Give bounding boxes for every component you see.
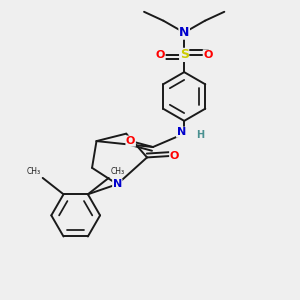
Text: N: N xyxy=(179,26,189,39)
Text: O: O xyxy=(170,151,179,161)
Text: O: O xyxy=(203,50,213,60)
Text: H: H xyxy=(196,130,204,140)
Text: O: O xyxy=(156,50,165,60)
Text: N: N xyxy=(113,179,122,189)
Text: CH₃: CH₃ xyxy=(27,167,41,176)
Text: N: N xyxy=(177,127,186,137)
Text: O: O xyxy=(126,136,135,146)
Text: CH₃: CH₃ xyxy=(110,167,124,176)
Text: S: S xyxy=(180,48,189,62)
